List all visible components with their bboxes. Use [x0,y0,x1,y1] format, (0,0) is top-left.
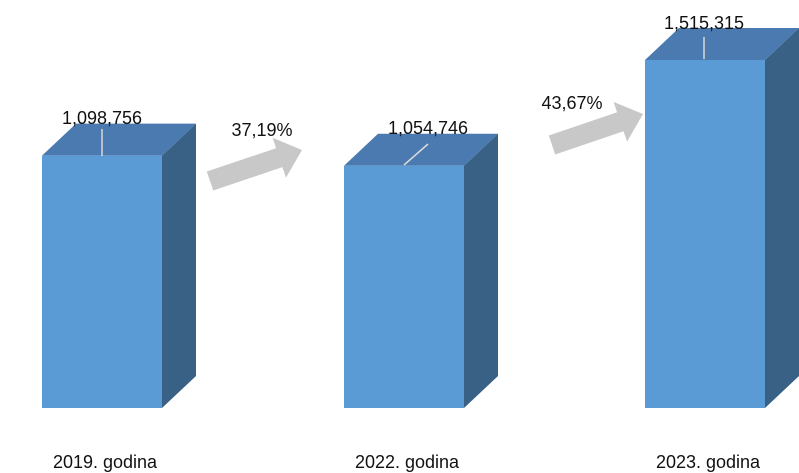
data-label: 1,054,746 [388,118,468,138]
category-label: 2019. godina [53,452,158,472]
growth-label: 37,19% [231,120,292,140]
bar-front-face [344,165,464,408]
bar-front-face [645,60,765,408]
data-label: 1,515,315 [664,13,744,33]
bar-side-face [765,28,799,408]
bar-side-face [464,133,498,408]
growth-annotation-1 [206,137,302,191]
leader-line [403,143,429,166]
bar-top-face [645,28,799,60]
labels-layer: 2019. godina 2022. godina 2023. godina 1,09… [53,13,761,472]
bars-layer [42,28,799,408]
bar-3 [645,28,799,408]
growth-annotation-2 [548,101,643,155]
category-label: 2023. godina [656,452,761,472]
bar-1 [42,123,196,408]
growth-arrow [206,137,302,191]
bar-front-face [42,155,162,408]
category-label: 2022. godina [355,452,460,472]
data-label: 1,098,756 [62,108,142,128]
bar-2 [344,133,498,408]
bar-side-face [162,123,196,408]
bar-top-face [42,123,196,156]
growth-label: 43,67% [541,93,602,113]
growth-arrows-layer [206,101,643,191]
growth-arrow [548,101,643,155]
